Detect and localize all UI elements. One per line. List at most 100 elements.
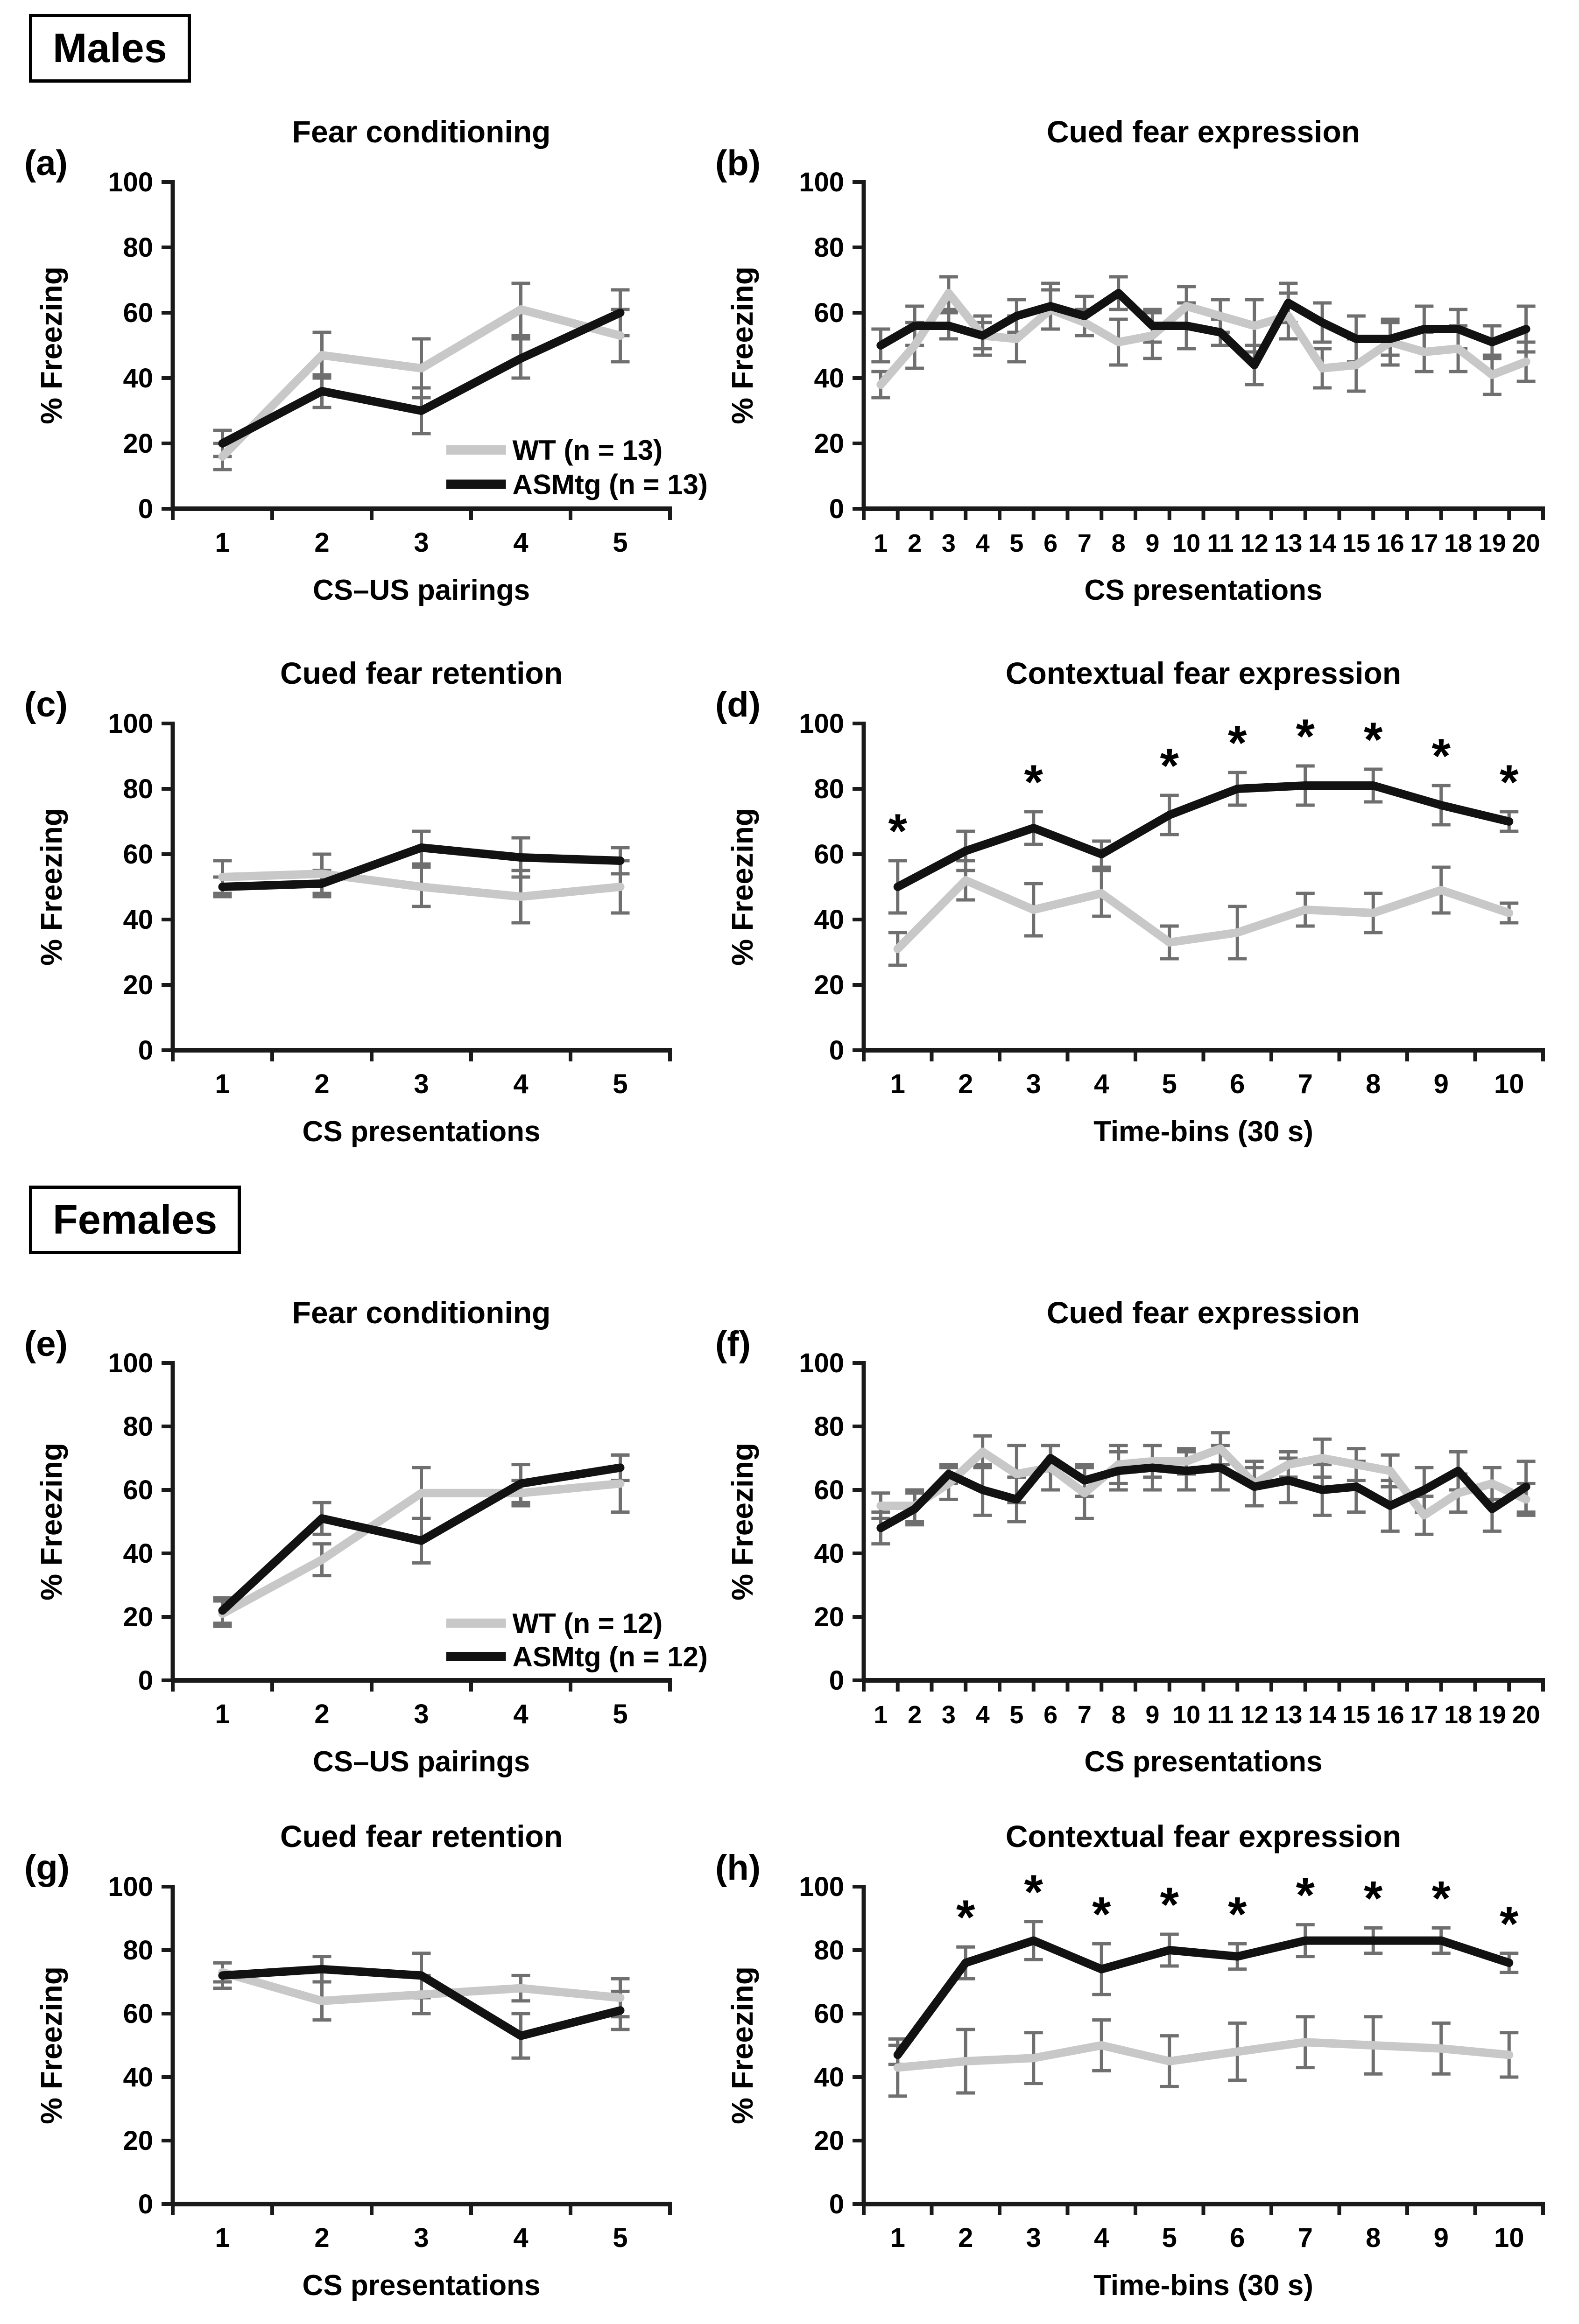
series-asmtg-e — [218, 1463, 625, 1615]
chart-title-c: Cued fear retention — [280, 656, 563, 690]
y-axis-label-a: % Freezing — [35, 267, 68, 424]
svg-text:80: 80 — [814, 774, 844, 804]
svg-text:5: 5 — [1009, 529, 1023, 557]
y-axis-label-e: % Freezing — [35, 1443, 68, 1601]
svg-text:40: 40 — [814, 363, 844, 393]
chart-c-cued-fear-retention: Cued fear retention (c) % Freezing 0 20 40 60 8… — [24, 656, 672, 1148]
panel-e-fear-conditioning-females: Fear conditioning (e) % Freezing 0 20 40 60 80 1… — [19, 1279, 708, 1792]
svg-text:9: 9 — [1145, 529, 1159, 557]
panel-b-cued-fear-expression-males: Cued fear expression (b) % Freezing 0 20 40 60… — [710, 98, 1564, 621]
x-axis-label-g: CS presentations — [303, 2269, 541, 2302]
svg-text:3: 3 — [414, 2223, 429, 2253]
asterisk-d-10: * — [1500, 755, 1519, 809]
asterisk-h-2: * — [956, 1890, 975, 1945]
svg-text:100: 100 — [799, 1872, 844, 1902]
svg-text:7: 7 — [1298, 2223, 1313, 2253]
svg-text:100: 100 — [799, 167, 844, 197]
svg-text:18: 18 — [1444, 1701, 1472, 1729]
series-asmtg-c — [218, 843, 625, 891]
svg-text:14: 14 — [1308, 1701, 1336, 1729]
svg-text:3: 3 — [942, 1701, 956, 1729]
svg-text:2: 2 — [958, 2223, 973, 2253]
asterisk-d-7: * — [1296, 709, 1315, 764]
svg-text:5: 5 — [1009, 1701, 1023, 1729]
y-axis-label-b: % Freezing — [726, 267, 759, 424]
svg-text:60: 60 — [123, 839, 153, 870]
svg-text:4: 4 — [1094, 1069, 1109, 1099]
asterisk-h-5: * — [1160, 1878, 1179, 1932]
series-wt-g — [218, 1968, 625, 2005]
svg-text:20: 20 — [814, 970, 844, 1000]
panel-letter-e: (e) — [24, 1324, 68, 1364]
svg-text:3: 3 — [414, 1069, 429, 1099]
svg-text:4: 4 — [976, 1701, 990, 1729]
svg-text:2: 2 — [908, 529, 922, 557]
svg-text:12: 12 — [1241, 529, 1269, 557]
chart-b-cued-fear-expression: Cued fear expression (b) % Freezing 0 20 40 60… — [715, 114, 1545, 606]
svg-text:3: 3 — [942, 529, 956, 557]
y-axis-label-f: % Freezing — [726, 1443, 759, 1601]
y-axis-label-g: % Freezing — [35, 1966, 68, 2124]
panel-d-contextual-fear-expression-males: Contextual fear expression (d) % Freezing 0… — [710, 639, 1564, 1162]
asterisk-h-7: * — [1296, 1868, 1315, 1923]
svg-text:60: 60 — [814, 298, 844, 328]
panel-c-cued-fear-retention-males: Cued fear retention (c) % Freezing 0 20 40 60 8… — [19, 639, 691, 1162]
legend-label-asmtg-e: ASMtg (n = 12) — [513, 1641, 708, 1672]
chart-title-e: Fear conditioning — [292, 1295, 551, 1330]
svg-text:2: 2 — [314, 1699, 329, 1729]
series-asmtg-g — [218, 1965, 625, 2040]
x-axis-label-d: Time-bins (30 s) — [1093, 1116, 1313, 1148]
svg-text:20: 20 — [123, 2126, 153, 2156]
svg-text:19: 19 — [1478, 1701, 1506, 1729]
svg-text:3: 3 — [414, 527, 429, 558]
svg-text:0: 0 — [829, 494, 844, 524]
y-axis-label-c: % Freezing — [35, 808, 68, 966]
svg-text:12: 12 — [1241, 1701, 1269, 1729]
svg-text:60: 60 — [814, 1475, 844, 1505]
x-axis-label-f: CS presentations — [1085, 1746, 1323, 1778]
svg-text:7: 7 — [1298, 1069, 1313, 1099]
legend-label-wt-e: WT (n = 12) — [513, 1608, 663, 1639]
svg-text:40: 40 — [814, 905, 844, 935]
svg-text:19: 19 — [1478, 529, 1506, 557]
svg-text:1: 1 — [890, 1069, 905, 1099]
svg-text:100: 100 — [108, 1872, 153, 1902]
svg-text:11: 11 — [1207, 529, 1234, 557]
y-axis-label-d: % Freezing — [726, 808, 759, 966]
males-section-label: Males — [29, 14, 191, 83]
asterisk-d-6: * — [1228, 716, 1247, 770]
series-wt-h — [893, 2038, 1514, 2072]
svg-text:8: 8 — [1366, 2223, 1381, 2253]
panel-a-fear-conditioning-males: Fear conditioning (a) % Freezing 0 20 40 60 80 1… — [19, 98, 708, 621]
svg-text:0: 0 — [829, 2189, 844, 2219]
x-axis-label-c: CS presentations — [303, 1116, 541, 1148]
svg-text:17: 17 — [1410, 1701, 1438, 1729]
series-wt-a — [218, 305, 625, 461]
svg-text:0: 0 — [138, 494, 153, 524]
svg-text:15: 15 — [1342, 529, 1370, 557]
svg-text:10: 10 — [1494, 2223, 1524, 2253]
asterisk-h-4: * — [1092, 1887, 1111, 1941]
svg-text:1: 1 — [890, 2223, 905, 2253]
svg-text:100: 100 — [108, 167, 153, 197]
svg-text:2: 2 — [908, 1701, 922, 1729]
svg-text:80: 80 — [814, 1935, 844, 1966]
y-axis-label-h: % Freezing — [726, 1966, 759, 2124]
asterisk-h-3: * — [1024, 1865, 1043, 1919]
svg-text:100: 100 — [799, 1348, 844, 1378]
svg-text:1: 1 — [215, 1699, 230, 1729]
chart-title-f: Cued fear expression — [1047, 1295, 1360, 1330]
svg-text:1: 1 — [215, 2223, 230, 2253]
svg-text:5: 5 — [613, 1069, 627, 1099]
panel-letter-h: (h) — [715, 1848, 761, 1888]
svg-text:20: 20 — [814, 2126, 844, 2156]
svg-text:8: 8 — [1112, 1701, 1126, 1729]
x-axis-label-b: CS presentations — [1085, 574, 1323, 606]
asterisk-h-8: * — [1364, 1871, 1383, 1925]
asterisk-d-3: * — [1024, 755, 1043, 809]
chart-title-d: Contextual fear expression — [1006, 656, 1401, 690]
svg-text:20: 20 — [814, 428, 844, 459]
males-section-label-text: Males — [53, 25, 167, 71]
svg-text:9: 9 — [1434, 2223, 1449, 2253]
svg-text:60: 60 — [814, 839, 844, 870]
